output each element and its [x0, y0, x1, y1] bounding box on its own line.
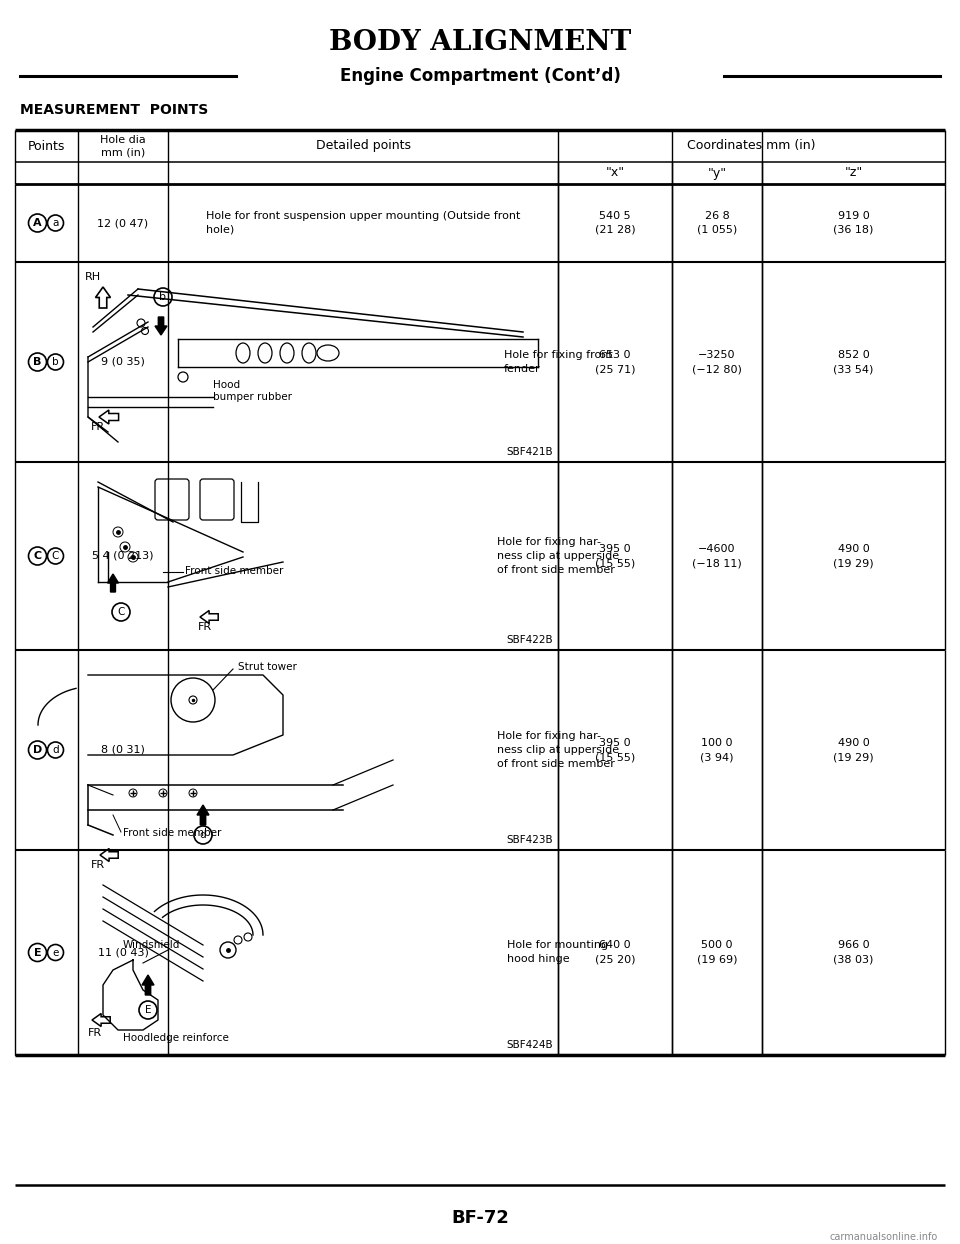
Text: Hole for mounting
hood hinge: Hole for mounting hood hinge — [508, 940, 609, 964]
Text: SBF424B: SBF424B — [506, 1040, 553, 1050]
Text: FR: FR — [91, 422, 106, 432]
Text: A: A — [34, 218, 42, 228]
Text: Front side member: Front side member — [123, 829, 222, 838]
Text: −4600
(−18 11): −4600 (−18 11) — [692, 544, 742, 569]
Text: E: E — [34, 948, 41, 958]
Text: 919 0
(36 18): 919 0 (36 18) — [833, 211, 874, 235]
Text: Front side member: Front side member — [185, 566, 283, 576]
Text: "z": "z" — [845, 167, 863, 179]
Text: 395 0
(15 55): 395 0 (15 55) — [595, 544, 636, 569]
Text: Detailed points: Detailed points — [316, 139, 411, 153]
Text: Strut tower: Strut tower — [238, 662, 297, 672]
Text: Hoodledge reinforce: Hoodledge reinforce — [123, 1033, 228, 1042]
Text: 395 0
(15 55): 395 0 (15 55) — [595, 738, 636, 763]
Text: BODY ALIGNMENT: BODY ALIGNMENT — [329, 29, 631, 56]
Text: 540 5
(21 28): 540 5 (21 28) — [594, 211, 636, 235]
Text: 5 4 (0 213): 5 4 (0 213) — [92, 551, 154, 561]
Text: SBF421B: SBF421B — [506, 447, 553, 457]
FancyArrow shape — [108, 573, 118, 592]
Polygon shape — [100, 848, 118, 862]
Text: MEASUREMENT  POINTS: MEASUREMENT POINTS — [20, 103, 208, 117]
Text: d: d — [52, 745, 59, 755]
Text: BF-72: BF-72 — [451, 1209, 509, 1227]
Text: 100 0
(3 94): 100 0 (3 94) — [700, 738, 733, 763]
Text: Points: Points — [28, 139, 65, 153]
Text: carmanualsonline.info: carmanualsonline.info — [829, 1232, 938, 1242]
Text: SBF422B: SBF422B — [506, 634, 553, 644]
Polygon shape — [99, 411, 119, 424]
Text: 8 (0 31): 8 (0 31) — [101, 745, 145, 755]
FancyArrow shape — [197, 805, 209, 825]
Text: 9 (0 35): 9 (0 35) — [101, 357, 145, 367]
Text: Coordinates mm (in): Coordinates mm (in) — [687, 139, 816, 153]
Text: "y": "y" — [708, 167, 727, 179]
Text: Hole for fixing front
fender: Hole for fixing front fender — [504, 350, 612, 374]
Text: Engine Compartment (Cont’d): Engine Compartment (Cont’d) — [340, 67, 620, 85]
Text: e: e — [52, 948, 59, 958]
Text: 26 8
(1 055): 26 8 (1 055) — [697, 211, 737, 235]
Polygon shape — [92, 1014, 110, 1026]
Text: B: B — [34, 357, 41, 367]
Text: −3250
(−12 80): −3250 (−12 80) — [692, 350, 742, 374]
Text: FR: FR — [198, 622, 212, 632]
Text: 852 0
(33 54): 852 0 (33 54) — [833, 350, 874, 374]
Text: 966 0
(38 03): 966 0 (38 03) — [833, 940, 874, 964]
Text: Hole for front suspension upper mounting (Outside front
hole): Hole for front suspension upper mounting… — [205, 211, 520, 235]
Text: a: a — [52, 218, 59, 228]
Polygon shape — [200, 611, 218, 623]
Text: 11 (0 43): 11 (0 43) — [98, 948, 149, 958]
Text: 653 0
(25 71): 653 0 (25 71) — [595, 350, 636, 374]
Text: 500 0
(19 69): 500 0 (19 69) — [697, 940, 737, 964]
FancyArrow shape — [155, 317, 167, 335]
Text: 640 0
(25 20): 640 0 (25 20) — [595, 940, 636, 964]
Text: RH: RH — [85, 272, 101, 282]
Text: 490 0
(19 29): 490 0 (19 29) — [833, 738, 874, 763]
Text: C: C — [117, 607, 125, 617]
Text: Windshield: Windshield — [123, 940, 180, 950]
Text: E: E — [145, 1005, 152, 1015]
Text: b: b — [52, 357, 59, 367]
FancyArrow shape — [142, 975, 154, 995]
Text: D: D — [33, 745, 42, 755]
Text: Hole for fixing har-
ness clip at upperside
of front side member: Hole for fixing har- ness clip at uppers… — [497, 731, 619, 769]
Text: Hole for fixing har-
ness clip at upperside
of front side member: Hole for fixing har- ness clip at uppers… — [497, 537, 619, 575]
Text: d: d — [200, 830, 206, 840]
Polygon shape — [95, 287, 110, 309]
Text: C: C — [52, 551, 60, 561]
Text: Hood: Hood — [213, 379, 240, 391]
Text: b: b — [159, 292, 166, 302]
Text: SBF423B: SBF423B — [506, 835, 553, 845]
Text: "x": "x" — [606, 167, 625, 179]
Text: Hole dia
mm (in): Hole dia mm (in) — [100, 134, 146, 157]
Text: FR: FR — [91, 860, 106, 870]
Text: 12 (0 47): 12 (0 47) — [97, 218, 149, 228]
Text: bumper rubber: bumper rubber — [213, 392, 292, 402]
Text: FR: FR — [88, 1028, 102, 1037]
Text: C: C — [34, 551, 41, 561]
Text: 490 0
(19 29): 490 0 (19 29) — [833, 544, 874, 569]
